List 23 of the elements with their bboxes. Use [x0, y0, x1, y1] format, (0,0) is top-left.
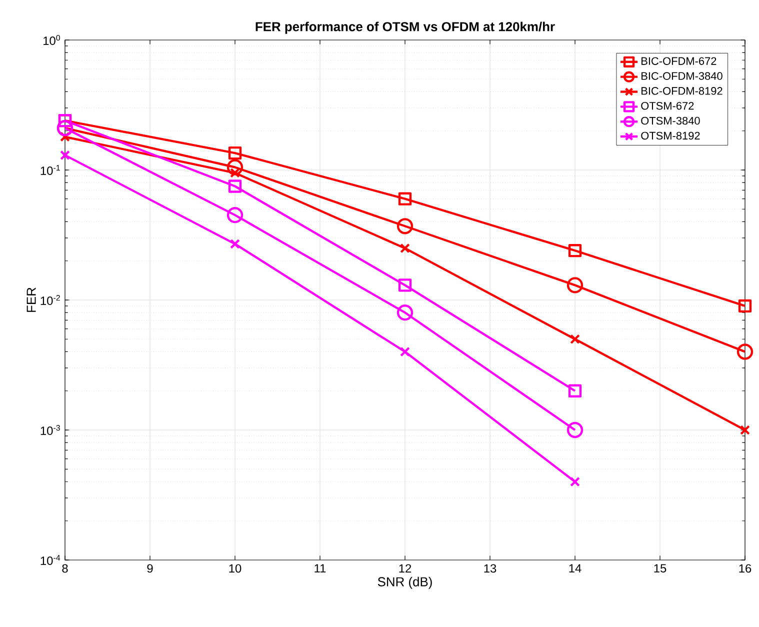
x-tick-label: 16 [739, 564, 752, 573]
legend-label: BIC-OFDM-672 [642, 57, 716, 65]
y-axis-title: FER [26, 288, 36, 312]
x-tick-label: 15 [654, 564, 666, 573]
x-tick-label: 13 [484, 564, 496, 573]
x-tick-label: 14 [569, 564, 582, 572]
legend-label: BIC-OFDM-8192 [642, 87, 722, 95]
legend-label: OTSM-3840 [641, 116, 700, 125]
x-axis-title: SNR (dB) [378, 576, 432, 589]
y-tick-label: 10$^{-1}$ [40, 165, 60, 175]
x-tick-label: 9 [147, 564, 153, 573]
legend-label: OTSM-8192 [641, 132, 700, 140]
y-tick-label: 10$^{-3}$ [40, 424, 60, 436]
legend-label: OTSM-672 [641, 102, 694, 110]
x-tick-label: 8 [62, 564, 68, 573]
x-tick-label: 11 [314, 564, 326, 572]
y-tick-label: 10$^{-4}$ [40, 555, 60, 565]
x-tick-label: 10 [229, 564, 242, 573]
y-tick-label: 10$^{-2}$ [40, 294, 60, 306]
chart-title: FER performance of OTSM vs OFDM at 120km/hr [256, 22, 555, 34]
y-tick-label: 10$^{0}$ [43, 34, 60, 45]
x-tick-label: 12 [399, 564, 412, 573]
legend-label: BIC-OFDM-3840 [642, 72, 722, 80]
